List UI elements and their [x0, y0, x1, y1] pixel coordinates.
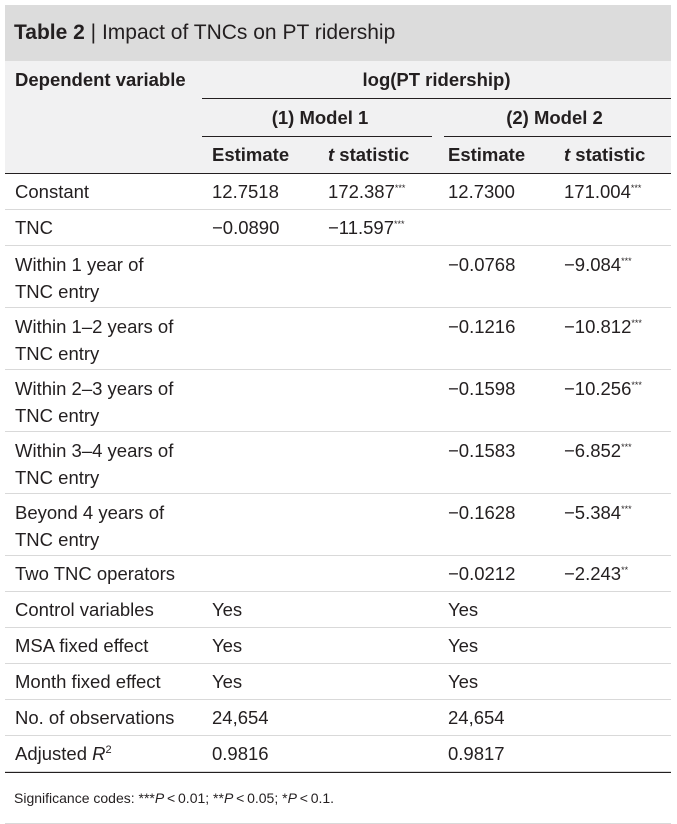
- m2-estimate: −0.0768: [438, 245, 554, 308]
- row-label: Beyond 4 years of TNC entry: [5, 493, 202, 556]
- header-row-3: Estimate t statistic Estimate t statisti…: [5, 137, 671, 174]
- m2-tstat: [554, 663, 671, 700]
- table-row: Month fixed effect Yes Yes: [5, 663, 671, 700]
- results-table: Table 2 | Impact of TNCs on PT ridership…: [5, 5, 671, 824]
- table-row: Control variables Yes Yes: [5, 591, 671, 628]
- m1-tstat: 172.387***: [318, 173, 438, 210]
- m2-tstat: −9.084***: [554, 245, 671, 308]
- m2-estimate: 12.7300: [438, 173, 554, 210]
- table-row: No. of observations 24,654 24,654: [5, 699, 671, 736]
- table-row: TNC −0.0890 −11.597***: [5, 209, 671, 246]
- table-row: Beyond 4 years of TNC entry −0.1628 −5.3…: [5, 493, 671, 556]
- m1-estimate: 12.7518: [202, 173, 318, 210]
- m1-estimate: [202, 493, 318, 556]
- m1-estimate: [202, 245, 318, 308]
- table-row: Within 3–4 years of TNC entry −0.1583 −6…: [5, 431, 671, 494]
- table-row: Adjusted R2 0.9816 0.9817: [5, 735, 671, 772]
- m1-tstat: [318, 663, 438, 700]
- row-label: TNC: [5, 209, 202, 246]
- row-label: Month fixed effect: [5, 663, 202, 700]
- m1-tstat: [318, 591, 438, 628]
- m2-tstat: −10.256***: [554, 369, 671, 432]
- m2-tstat: −5.384***: [554, 493, 671, 556]
- m2-estimate: Yes: [438, 591, 554, 628]
- row-label: Constant: [5, 173, 202, 210]
- m2-estimate: [438, 209, 554, 246]
- header-row-1: Dependent variable log(PT ridership): [5, 61, 671, 99]
- m2-estimate: −0.1598: [438, 369, 554, 432]
- row-label: No. of observations: [5, 699, 202, 736]
- m2-estimate: Yes: [438, 663, 554, 700]
- row-label: Within 1–2 years of TNC entry: [5, 307, 202, 370]
- row-label: Within 2–3 years of TNC entry: [5, 369, 202, 432]
- m1-estimate: [202, 369, 318, 432]
- m2-tstat: [554, 699, 671, 736]
- m1-estimate: [202, 307, 318, 370]
- table-row: Two TNC operators −0.0212 −2.243**: [5, 555, 671, 592]
- row-label: Two TNC operators: [5, 555, 202, 592]
- m1-tstat: [318, 245, 438, 308]
- m1-estimate: 0.9816: [202, 735, 318, 772]
- m2-estimate: Yes: [438, 627, 554, 664]
- m1-estimate: Yes: [202, 663, 318, 700]
- m1-estimate: 24,654: [202, 699, 318, 736]
- m1-estimate-header: Estimate: [202, 137, 318, 174]
- dependent-value-header: log(PT ridership): [202, 61, 671, 99]
- data-table: Dependent variable log(PT ridership) (1)…: [5, 61, 671, 772]
- m2-tstat: 171.004***: [554, 173, 671, 210]
- table-row: Within 1 year of TNC entry −0.0768 −9.08…: [5, 245, 671, 308]
- m2-tstat: [554, 591, 671, 628]
- m1-estimate: −0.0890: [202, 209, 318, 246]
- m2-estimate: −0.1628: [438, 493, 554, 556]
- m2-estimate: −0.1216: [438, 307, 554, 370]
- m1-tstat: [318, 307, 438, 370]
- table-row: MSA fixed effect Yes Yes: [5, 627, 671, 664]
- m1-tstat: [318, 699, 438, 736]
- dependent-variable-header: Dependent variable: [5, 61, 202, 99]
- m1-tstat: [318, 431, 438, 494]
- m2-estimate: −0.1583: [438, 431, 554, 494]
- m1-tstat-header: t statistic: [318, 137, 438, 174]
- m1-estimate: [202, 431, 318, 494]
- row-label: Control variables: [5, 591, 202, 628]
- m1-tstat: [318, 627, 438, 664]
- m1-estimate: [202, 555, 318, 592]
- m2-tstat: −2.243**: [554, 555, 671, 592]
- table-number: Table 2: [14, 21, 85, 44]
- table-row: Within 1–2 years of TNC entry −0.1216 −1…: [5, 307, 671, 370]
- table-title: Table 2 | Impact of TNCs on PT ridership: [5, 5, 671, 61]
- m2-estimate-header: Estimate: [438, 137, 554, 174]
- m2-estimate: 0.9817: [438, 735, 554, 772]
- m1-estimate: Yes: [202, 591, 318, 628]
- title-separator: |: [84, 21, 102, 44]
- header-row-2: (1) Model 1 (2) Model 2: [5, 99, 671, 137]
- m1-estimate: Yes: [202, 627, 318, 664]
- significance-footnote: Significance codes: *** P < 0.01; ** P < 0…: [5, 772, 671, 824]
- model1-header: (1) Model 1: [202, 99, 438, 137]
- m2-tstat-header: t statistic: [554, 137, 671, 174]
- m1-tstat: −11.597***: [318, 209, 438, 246]
- m2-tstat: −10.812***: [554, 307, 671, 370]
- m2-tstat: −6.852***: [554, 431, 671, 494]
- row-label: Within 1 year of TNC entry: [5, 245, 202, 308]
- table-caption: Impact of TNCs on PT ridership: [101, 21, 396, 44]
- m2-tstat: [554, 209, 671, 246]
- row-label: Within 3–4 years of TNC entry: [5, 431, 202, 494]
- m2-estimate: 24,654: [438, 699, 554, 736]
- m2-tstat: [554, 627, 671, 664]
- table-row: Constant 12.7518 172.387*** 12.7300 171.…: [5, 173, 671, 210]
- m1-tstat: [318, 555, 438, 592]
- m1-tstat: [318, 493, 438, 556]
- table-row: Within 2–3 years of TNC entry −0.1598 −1…: [5, 369, 671, 432]
- row-label: MSA fixed effect: [5, 627, 202, 664]
- row-label-adjusted-r2: Adjusted R2: [5, 735, 202, 772]
- model2-header: (2) Model 2: [438, 99, 671, 137]
- m1-tstat: [318, 369, 438, 432]
- m2-estimate: −0.0212: [438, 555, 554, 592]
